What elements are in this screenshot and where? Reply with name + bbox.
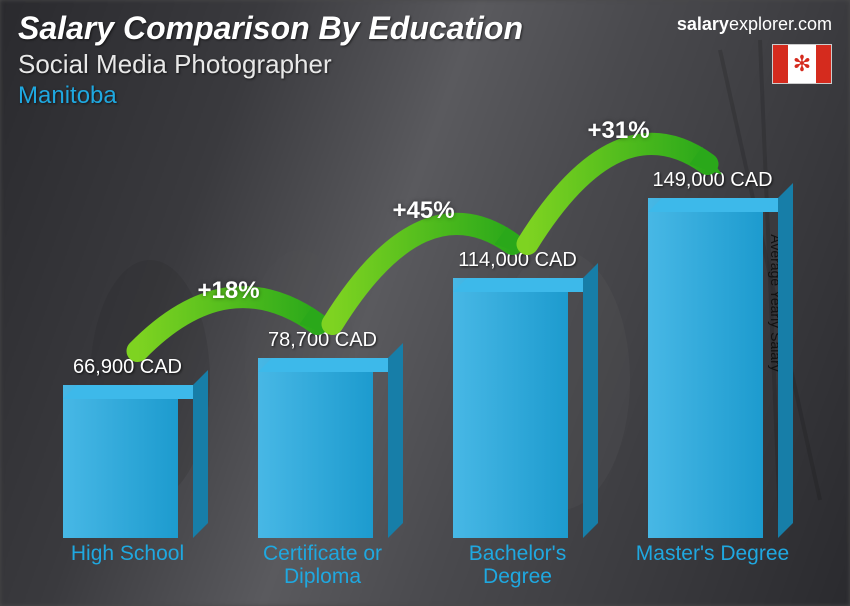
container: Salary Comparison By Education Social Me… (0, 0, 850, 606)
bar-chart: 66,900 CAD 78,700 CAD 114,000 CAD 149,00… (30, 140, 810, 588)
bar-column: 114,000 CAD (432, 249, 604, 538)
bar-3d (63, 385, 193, 538)
bar-column: 149,000 CAD (627, 169, 799, 538)
percent-increase-label: +18% (198, 277, 260, 305)
brand-bold: salary (677, 14, 729, 34)
bar-3d (648, 198, 778, 538)
bar-value-label: 114,000 CAD (458, 249, 577, 272)
chart-region: Manitoba (18, 82, 832, 110)
x-axis-label: Certificate or Diploma (237, 538, 409, 588)
brand-rest: explorer.com (729, 14, 832, 34)
x-labels: High School Certificate or Diploma Bachelo… (30, 538, 810, 588)
x-axis-label: Bachelor's Degree (432, 538, 604, 588)
bar-3d (258, 358, 388, 538)
percent-increase-label: +45% (393, 197, 455, 225)
chart-subtitle: Social Media Photographer (18, 49, 832, 80)
canada-flag-icon: ✻ (772, 44, 832, 84)
bar-value-label: 149,000 CAD (652, 169, 772, 192)
percent-increase-label: +31% (588, 117, 650, 145)
bar-value-label: 66,900 CAD (73, 356, 182, 379)
x-axis-label: Master's Degree (627, 538, 799, 588)
bar-column: 78,700 CAD (237, 329, 409, 538)
bar-3d (453, 278, 583, 538)
brand-logo: salaryexplorer.com (677, 14, 832, 35)
x-axis-label: High School (42, 538, 214, 588)
bar-value-label: 78,700 CAD (268, 329, 377, 352)
bar-column: 66,900 CAD (42, 356, 214, 538)
